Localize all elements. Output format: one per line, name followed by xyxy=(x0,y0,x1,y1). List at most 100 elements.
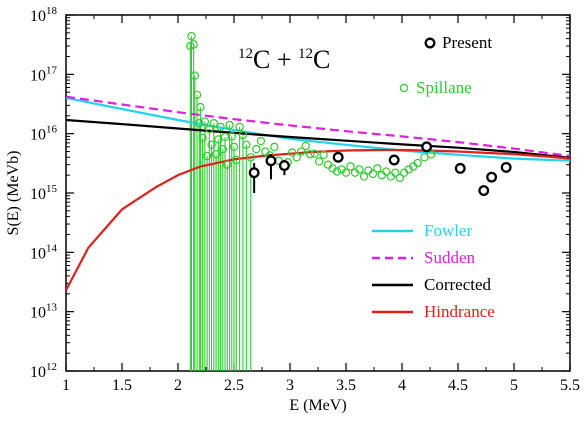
spillane-point xyxy=(190,71,199,80)
spillane-point xyxy=(238,130,248,140)
present-point xyxy=(486,171,498,183)
spillane-point xyxy=(225,120,234,130)
x-tick-label: 2 xyxy=(174,377,182,394)
x-tick-label: 3 xyxy=(286,377,294,394)
spillane-point xyxy=(223,160,232,169)
y-tick-label: 1012 xyxy=(30,361,57,381)
curve-fowler xyxy=(66,96,570,162)
spillane-point xyxy=(314,157,324,166)
legend-marker-present xyxy=(424,37,436,49)
y-tick-label: 1015 xyxy=(30,183,58,203)
spillane-point xyxy=(198,133,207,143)
spillane-point xyxy=(413,158,422,168)
spillane-point xyxy=(232,155,241,165)
spillane-point xyxy=(235,122,244,132)
y-tick-label: 1013 xyxy=(30,302,58,322)
present-point xyxy=(248,167,260,179)
spillane-point xyxy=(391,168,400,177)
spillane-point xyxy=(382,167,391,176)
legend-label-sudden: Sudden xyxy=(424,248,476,267)
legend-lines: Fowler Sudden Corrected Hindrance xyxy=(372,221,495,321)
spillane-point xyxy=(189,40,198,49)
spillane-point xyxy=(187,31,196,41)
spillane-point xyxy=(209,119,219,128)
x-tick-label: 2.5 xyxy=(224,377,244,394)
spillane-point xyxy=(359,172,369,181)
present-point xyxy=(278,160,290,172)
spillane-error-bars xyxy=(189,36,252,371)
spillane-point xyxy=(242,140,251,149)
present-point xyxy=(454,162,466,174)
spillane-point xyxy=(246,153,255,162)
legend-marker-spillane xyxy=(399,83,409,93)
spillane-point xyxy=(297,147,306,156)
x-tick-label: 4.5 xyxy=(448,377,468,394)
spillane-point xyxy=(216,122,225,132)
present-point xyxy=(388,154,400,166)
x-axis-label: E (MeV) xyxy=(289,397,346,414)
spillane-point xyxy=(227,132,236,141)
spillane-point xyxy=(319,150,328,160)
spillane-point xyxy=(207,140,216,149)
x-tick-label: 1.5 xyxy=(112,377,132,394)
present-point xyxy=(421,141,433,153)
present-points xyxy=(248,141,512,196)
legend-label-corrected: Corrected xyxy=(424,275,492,294)
spillane-point xyxy=(205,124,214,134)
spillane-point xyxy=(292,153,301,162)
spillane-point xyxy=(332,167,342,176)
present-point xyxy=(332,151,344,163)
spillane-point xyxy=(195,119,204,128)
spillane-point xyxy=(196,102,205,112)
present-point xyxy=(265,155,277,167)
curve-hindrance xyxy=(66,148,570,291)
spillane-point xyxy=(305,150,315,159)
spillane-point xyxy=(218,144,227,154)
spillane-point xyxy=(200,117,210,126)
spillane-point xyxy=(270,142,279,152)
spillane-point xyxy=(192,90,202,100)
spillane-point xyxy=(256,136,266,146)
x-tick-label: 3.5 xyxy=(336,377,356,394)
spillane-point xyxy=(301,141,310,151)
spillane-point xyxy=(386,172,395,181)
spillane-point xyxy=(261,147,270,156)
y-tick-label: 1016 xyxy=(30,124,58,144)
x-tick-label: 5.5 xyxy=(560,377,580,394)
spillane-point xyxy=(288,148,297,157)
legend-label-present: Present xyxy=(442,33,492,52)
legend-label-fowler: Fowler xyxy=(424,221,473,240)
x-tick-label: 5 xyxy=(510,377,518,394)
y-tick-label: 1017 xyxy=(30,64,58,84)
curve-sudden xyxy=(66,95,570,158)
spillane-point xyxy=(404,165,413,174)
legend-label-hindrance: Hindrance xyxy=(424,302,495,321)
y-tick-label: 1014 xyxy=(30,242,58,262)
reaction-label: 12C + 12C xyxy=(238,45,330,74)
spillane-point xyxy=(252,144,261,154)
curve-corrected xyxy=(66,118,570,159)
spillane-point xyxy=(310,149,319,158)
spillane-point xyxy=(395,173,404,183)
present-point xyxy=(500,161,512,173)
spillane-point xyxy=(368,169,378,179)
spillane-point xyxy=(355,165,364,174)
x-tick-label: 4 xyxy=(398,377,406,394)
spillane-point xyxy=(202,151,212,161)
x-tick-label: 1 xyxy=(62,377,70,394)
spillane-point xyxy=(426,150,436,159)
spillane-point xyxy=(229,142,239,152)
legend-label-spillane: Spillane xyxy=(416,78,472,97)
spillane-point xyxy=(420,153,429,162)
y-axis-label: S(E) (MeVb) xyxy=(5,151,22,236)
spillane-point xyxy=(211,150,221,159)
present-point xyxy=(478,185,490,196)
spillane-point xyxy=(341,168,351,177)
model-curves xyxy=(66,95,570,291)
y-tick-label: 1018 xyxy=(30,5,58,25)
axis-ticks: 1 1.5 2 2.5 3 3.5 4 4.5 5 5.5 1012 1013 1014 1015 1016… xyxy=(30,5,580,394)
legend-markers: Present Spillane xyxy=(399,33,492,97)
spillane-point xyxy=(346,162,355,171)
spillane-point xyxy=(373,164,382,173)
